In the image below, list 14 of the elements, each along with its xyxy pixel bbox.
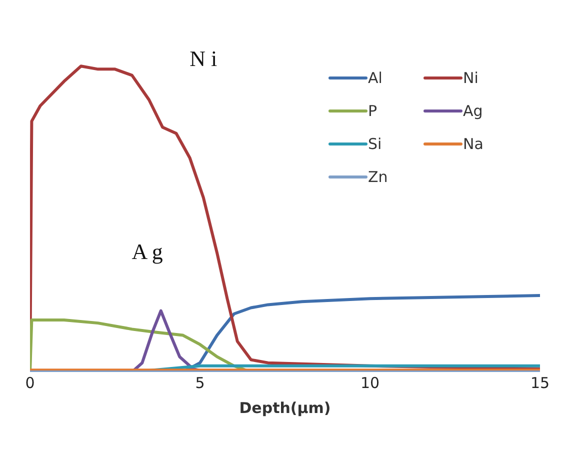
x-tick-label: 5: [195, 374, 205, 392]
legend-label: Ni: [463, 68, 478, 87]
legend-label: Si: [368, 134, 382, 153]
legend-label: Zn: [368, 168, 388, 186]
legend-label: Ag: [463, 102, 483, 120]
x-axis-title: Depth(μm): [239, 398, 331, 417]
annotation: A g: [132, 239, 163, 264]
x-tick-label: 15: [530, 374, 550, 392]
legend-label: Al: [368, 68, 382, 87]
legend-label: Na: [463, 134, 484, 153]
x-tick-label: 0: [25, 374, 35, 392]
annotation: N i: [190, 46, 218, 71]
x-tick-label: 10: [360, 374, 380, 392]
legend-label: P: [368, 102, 378, 120]
